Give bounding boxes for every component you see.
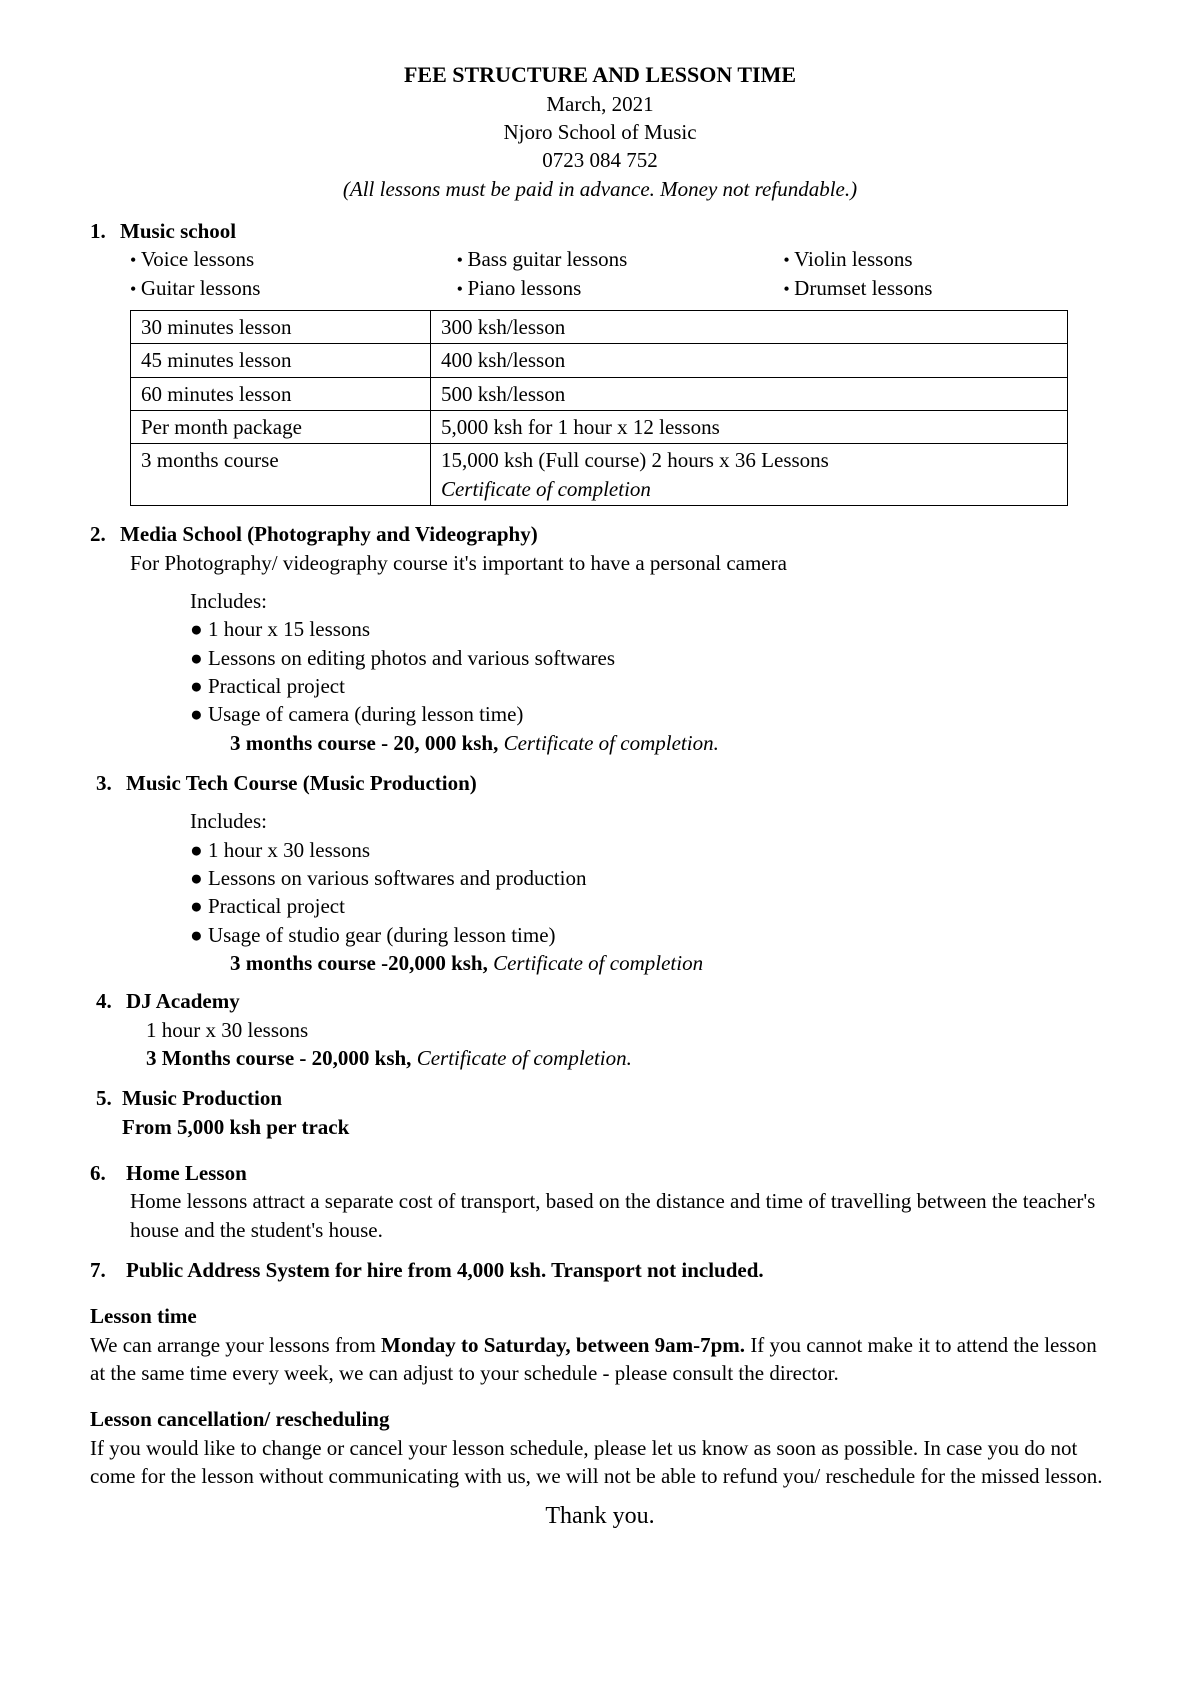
section-media-school: 2. Media School (Photography and Videogr… — [90, 520, 1110, 757]
includes-list: 1 hour x 15 lessons Lessons on editing p… — [190, 615, 1110, 728]
price-cert: Certificate of completion — [493, 951, 703, 975]
sec-title: Home Lesson — [126, 1159, 247, 1187]
sec-num: 7. — [90, 1256, 126, 1284]
dj-line: 1 hour x 30 lessons — [146, 1016, 1110, 1044]
table-cell: 500 ksh/lesson — [430, 377, 1067, 410]
section-pa-system: 7. Public Address System for hire from 4… — [90, 1256, 1110, 1284]
heading: Lesson time — [90, 1302, 1110, 1330]
sec-num: 1. — [90, 217, 120, 245]
doc-school: Njoro School of Music — [90, 118, 1110, 146]
lesson-item: Bass guitar lessons — [457, 245, 784, 273]
sec-num: 3. — [96, 769, 126, 797]
document-header: FEE STRUCTURE AND LESSON TIME March, 202… — [90, 60, 1110, 203]
section-music-school: 1. Music school Voice lessons Guitar les… — [90, 217, 1110, 506]
sec-num: 2. — [90, 520, 120, 548]
lesson-item: Violin lessons — [783, 245, 1110, 273]
lesson-item: Guitar lessons — [130, 274, 457, 302]
doc-title: FEE STRUCTURE AND LESSON TIME — [90, 60, 1110, 90]
sec-title: Media School (Photography and Videograph… — [120, 520, 538, 548]
text-bold: Monday to Saturday, between 9am-7pm. — [381, 1333, 750, 1357]
sec-title: DJ Academy — [126, 987, 240, 1015]
sec-num: 5. — [96, 1084, 122, 1112]
thank-you: Thank you. — [90, 1500, 1110, 1532]
table-cell: 5,000 ksh for 1 hour x 12 lessons — [430, 411, 1067, 444]
body: We can arrange your lessons from Monday … — [90, 1331, 1110, 1388]
list-item: Practical project — [190, 892, 1110, 920]
table-cell: 400 ksh/lesson — [430, 344, 1067, 377]
section-intro: For Photography/ videography course it's… — [130, 549, 1110, 577]
section-music-tech: 3. Music Tech Course (Music Production) … — [90, 769, 1110, 977]
doc-notice: (All lessons must be paid in advance. Mo… — [90, 175, 1110, 203]
lesson-item: Voice lessons — [130, 245, 457, 273]
lesson-list-col3: Violin lessons Drumset lessons — [783, 245, 1110, 302]
includes-label: Includes: — [190, 587, 1110, 615]
doc-phone: 0723 084 752 — [90, 146, 1110, 174]
section-cancellation: Lesson cancellation/ rescheduling If you… — [90, 1405, 1110, 1490]
sec-title: Public Address System for hire from 4,00… — [126, 1256, 764, 1284]
price-line: 3 months course - 20, 000 ksh, Certifica… — [230, 729, 1110, 757]
price-cert: Certificate of completion. — [417, 1046, 632, 1070]
includes-label: Includes: — [190, 807, 1110, 835]
heading: Lesson cancellation/ rescheduling — [90, 1405, 1110, 1433]
sec-title: Music Tech Course (Music Production) — [126, 769, 477, 797]
table-row: 60 minutes lesson 500 ksh/lesson — [131, 377, 1068, 410]
price-bold: 3 Months course - 20,000 ksh, — [146, 1046, 417, 1070]
lesson-list-col2: Bass guitar lessons Piano lessons — [457, 245, 784, 302]
cell-text: 15,000 ksh (Full course) 2 hours x 36 Le… — [441, 448, 829, 472]
doc-date: March, 2021 — [90, 90, 1110, 118]
sec-title: Music Production — [122, 1084, 282, 1112]
list-item: Lessons on editing photos and various so… — [190, 644, 1110, 672]
list-item: Lessons on various softwares and product… — [190, 864, 1110, 892]
table-cell: 3 months course — [131, 444, 431, 506]
lesson-item: Piano lessons — [457, 274, 784, 302]
table-cell: 45 minutes lesson — [131, 344, 431, 377]
text: We can arrange your lessons from — [90, 1333, 381, 1357]
table-cell: 60 minutes lesson — [131, 377, 431, 410]
section-body: Home lessons attract a separate cost of … — [130, 1187, 1110, 1244]
sec-num: 6. — [90, 1159, 126, 1187]
table-row: 30 minutes lesson 300 ksh/lesson — [131, 311, 1068, 344]
list-item: Usage of studio gear (during lesson time… — [190, 921, 1110, 949]
list-item: 1 hour x 30 lessons — [190, 836, 1110, 864]
price-line: 3 months course -20,000 ksh, Certificate… — [230, 949, 1110, 977]
price-line: 3 Months course - 20,000 ksh, Certificat… — [146, 1044, 1110, 1072]
sec-num: 4. — [96, 987, 126, 1015]
table-cell: Per month package — [131, 411, 431, 444]
list-item: Usage of camera (during lesson time) — [190, 700, 1110, 728]
price-bold: 3 months course - 20, 000 ksh, — [230, 731, 504, 755]
table-cell: 15,000 ksh (Full course) 2 hours x 36 Le… — [430, 444, 1067, 506]
price-bold: 3 months course -20,000 ksh, — [230, 951, 493, 975]
includes-list: 1 hour x 30 lessons Lessons on various s… — [190, 836, 1110, 949]
table-cell: 30 minutes lesson — [131, 311, 431, 344]
section-music-production: 5. Music Production From 5,000 ksh per t… — [90, 1084, 1110, 1141]
table-row: 45 minutes lesson 400 ksh/lesson — [131, 344, 1068, 377]
price-cert: Certificate of completion. — [504, 731, 719, 755]
section-home-lesson: 6. Home Lesson Home lessons attract a se… — [90, 1159, 1110, 1244]
list-item: Practical project — [190, 672, 1110, 700]
body: If you would like to change or cancel yo… — [90, 1434, 1110, 1491]
fee-table: 30 minutes lesson 300 ksh/lesson 45 minu… — [130, 310, 1068, 506]
price-line: From 5,000 ksh per track — [122, 1113, 1110, 1141]
table-row: 3 months course 15,000 ksh (Full course)… — [131, 444, 1068, 506]
sec-title: Music school — [120, 217, 236, 245]
table-cell: 300 ksh/lesson — [430, 311, 1067, 344]
list-item: 1 hour x 15 lessons — [190, 615, 1110, 643]
cell-cert: Certificate of completion — [441, 477, 651, 501]
section-dj-academy: 4. DJ Academy 1 hour x 30 lessons 3 Mont… — [90, 987, 1110, 1072]
section-lesson-time: Lesson time We can arrange your lessons … — [90, 1302, 1110, 1387]
table-row: Per month package 5,000 ksh for 1 hour x… — [131, 411, 1068, 444]
lesson-item: Drumset lessons — [783, 274, 1110, 302]
lesson-list-col1: Voice lessons Guitar lessons — [130, 245, 457, 302]
